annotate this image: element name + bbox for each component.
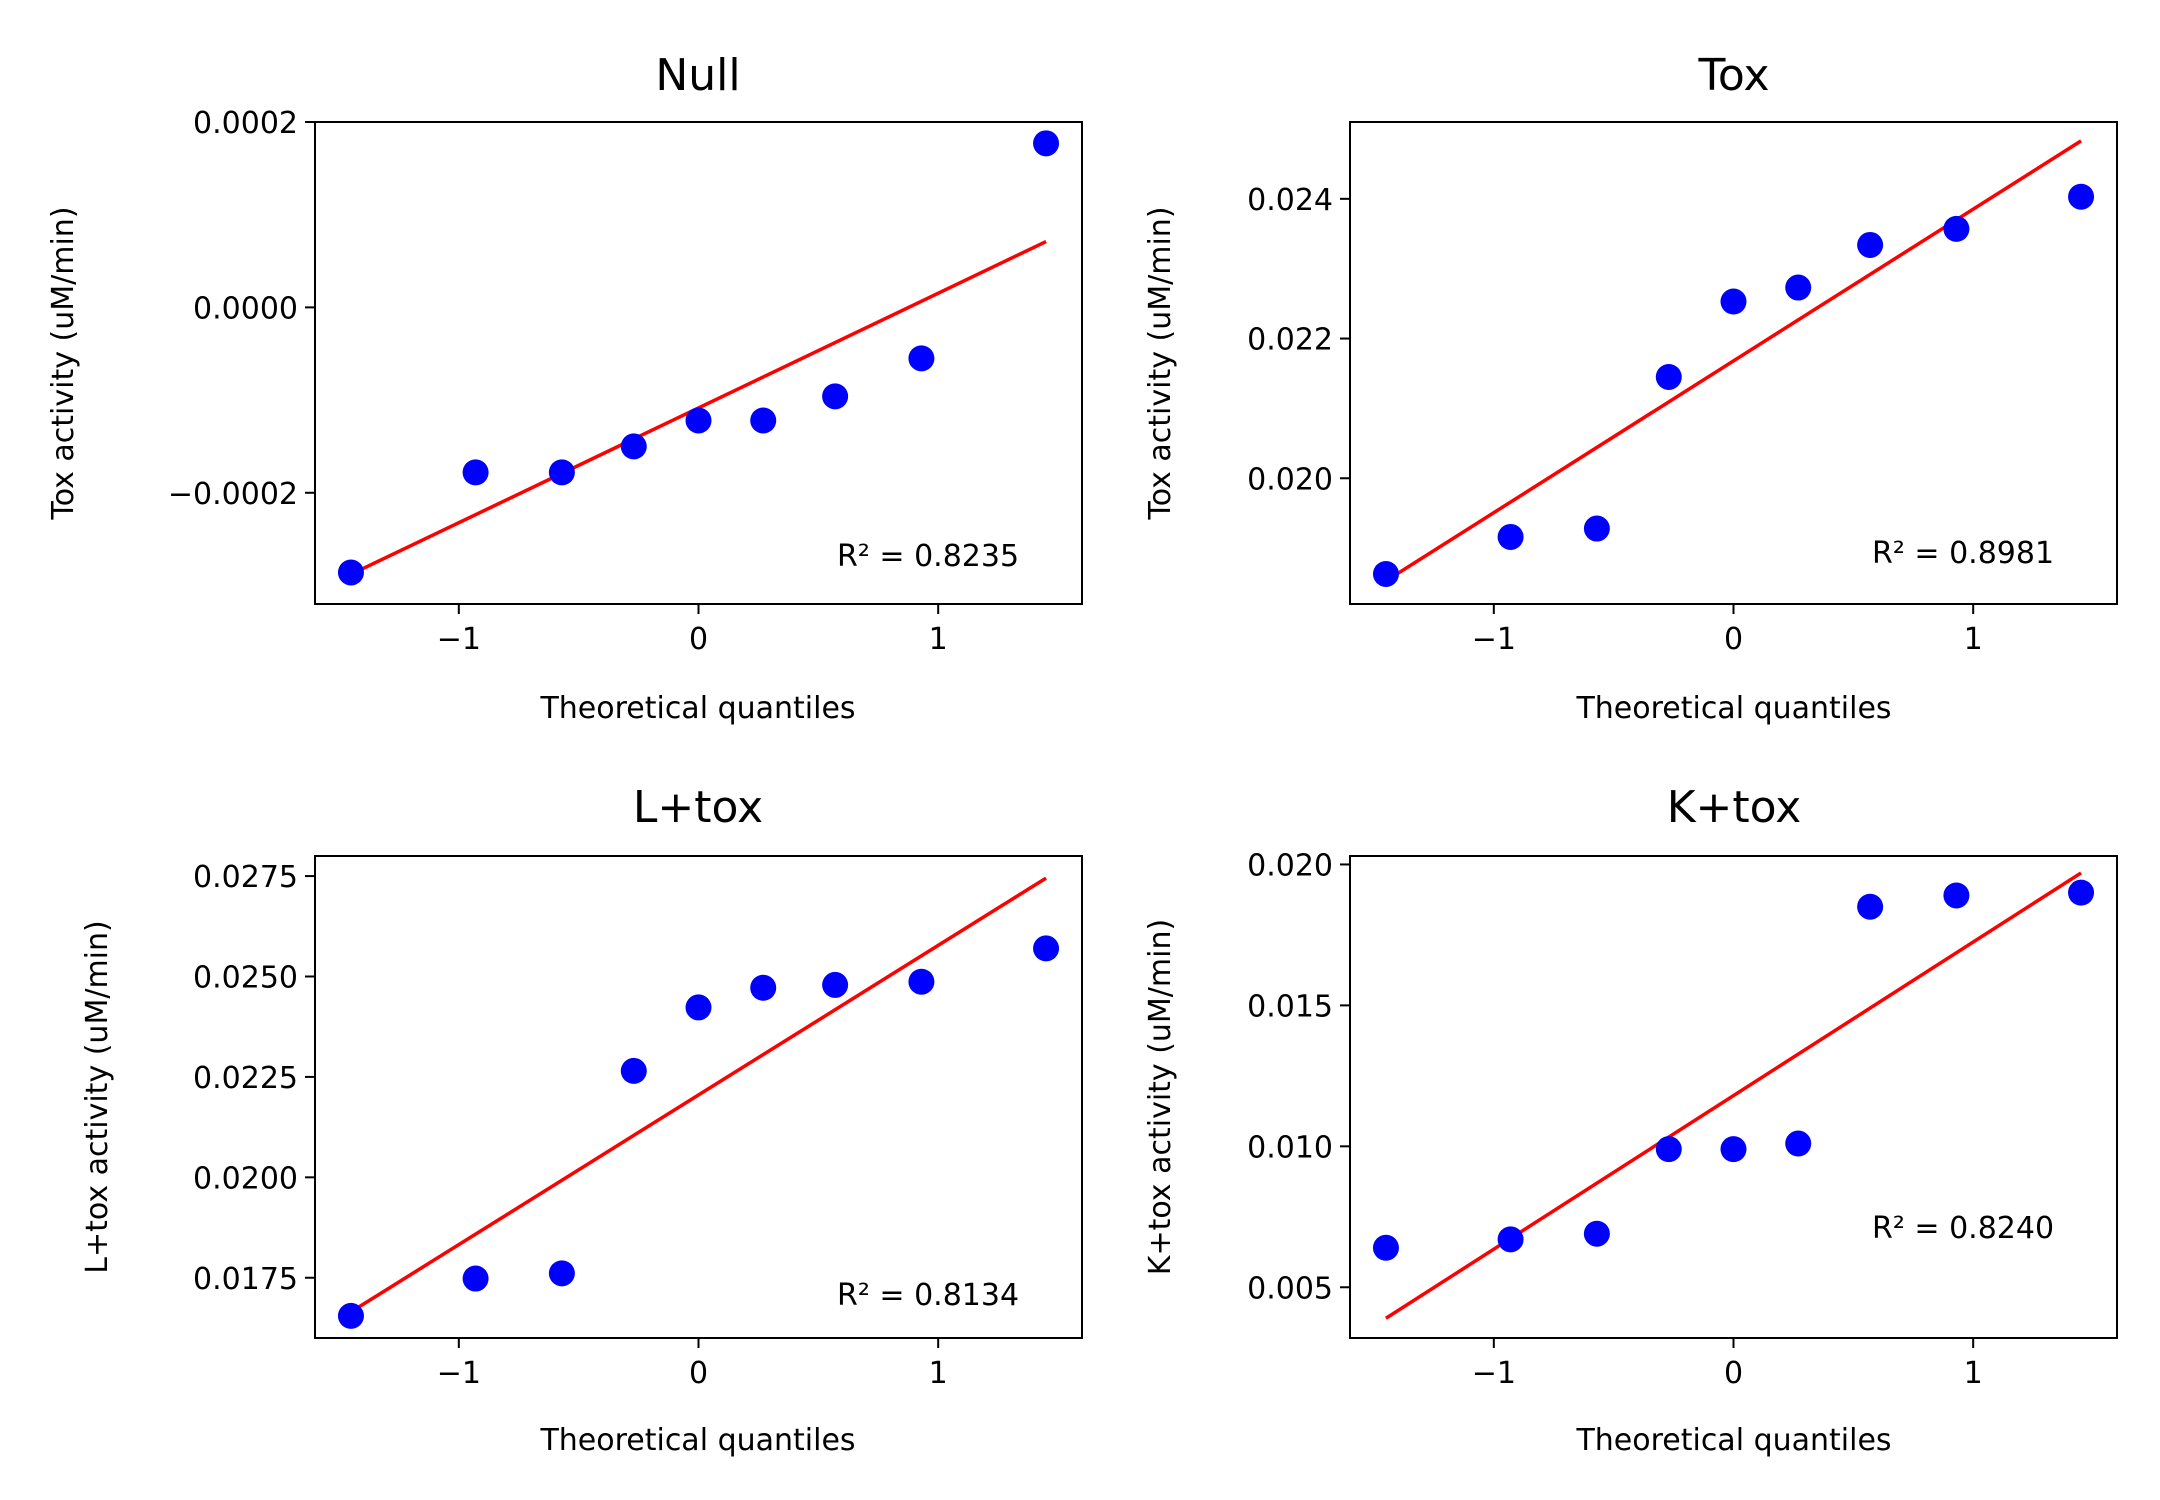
y-tick-label: 0.0000 [193, 291, 298, 326]
x-tick-label: 0 [689, 622, 708, 657]
data-point [2068, 183, 2095, 210]
data-point [1033, 935, 1060, 962]
data-point [822, 971, 849, 998]
data-point [1655, 363, 1682, 390]
y-tick-label: 0.024 [1247, 183, 1333, 218]
y-tick-label: 0.020 [1247, 848, 1333, 883]
y-tick-label: 0.010 [1247, 1130, 1333, 1165]
y-tick-label: −0.0002 [168, 477, 298, 512]
data-point [750, 407, 777, 434]
y-tick-label: 0.0275 [193, 860, 298, 895]
fit-line [1385, 139, 2082, 583]
x-axis-label: Theoretical quantiles [539, 1423, 855, 1458]
x-tick-label: 1 [929, 1356, 948, 1391]
data-point [2068, 879, 2095, 906]
panel-tox: Tox Theoretical quantiles Tox activity (… [1143, 50, 2118, 726]
y-tick-label: 0.0250 [193, 961, 298, 996]
data-point [908, 968, 935, 995]
x-axis-label: Theoretical quantiles [1575, 691, 1891, 726]
panel-title: Tox [1697, 50, 1769, 101]
data-point [750, 974, 777, 1001]
data-point [1857, 231, 1884, 258]
data-point [1583, 515, 1610, 542]
y-axis-label: Tox activity (uM/min) [46, 206, 81, 520]
x-tick-label: 1 [929, 622, 948, 657]
data-point [337, 559, 364, 586]
x-tick-label: −1 [1472, 1356, 1516, 1391]
fit-line [350, 876, 1047, 1314]
x-axis-label: Theoretical quantiles [1575, 1423, 1891, 1458]
y-tick-label: 0.0225 [193, 1061, 298, 1096]
panel-null: Null Theoretical quantiles Tox activity … [46, 50, 1083, 726]
r-squared-label: R² = 0.8134 [837, 1278, 1019, 1313]
x-tick-label: −1 [1472, 622, 1516, 657]
data-point [620, 433, 647, 460]
x-tick-label: 1 [1964, 622, 1983, 657]
y-axis-label: K+tox activity (uM/min) [1143, 919, 1178, 1275]
data-point [1720, 288, 1747, 315]
x-tick-label: −1 [437, 1356, 481, 1391]
data-point [685, 994, 712, 1021]
data-point [548, 1260, 575, 1287]
data-point [337, 1302, 364, 1329]
y-tick-label: 0.0002 [193, 106, 298, 141]
data-point [1372, 560, 1399, 587]
r-squared-label: R² = 0.8235 [837, 539, 1019, 574]
x-tick-label: 0 [1724, 622, 1743, 657]
y-axis-label: L+tox activity (uM/min) [80, 920, 115, 1273]
data-point [1033, 130, 1060, 157]
data-point [822, 383, 849, 410]
data-point [1720, 1136, 1747, 1163]
data-point [1857, 893, 1884, 920]
data-point [908, 345, 935, 372]
data-point [620, 1057, 647, 1084]
y-tick-label: 0.0200 [193, 1161, 298, 1196]
panel-k-tox: K+tox Theoretical quantiles K+tox activi… [1143, 782, 2118, 1458]
y-tick-label: 0.015 [1247, 989, 1333, 1024]
x-tick-label: 1 [1964, 1356, 1983, 1391]
panel-title: L+tox [633, 782, 763, 833]
x-tick-label: 0 [1724, 1356, 1743, 1391]
y-axis-label: Tox activity (uM/min) [1143, 206, 1178, 520]
data-point [462, 1265, 489, 1292]
panel-title: Null [655, 50, 740, 101]
fit-line [1385, 871, 2082, 1320]
x-tick-label: 0 [689, 1356, 708, 1391]
x-axis-label: Theoretical quantiles [539, 691, 855, 726]
y-tick-label: 0.022 [1247, 323, 1333, 358]
plot-frame [314, 121, 1083, 605]
y-tick-label: 0.005 [1247, 1271, 1333, 1306]
panel-l-tox: L+tox Theoretical quantiles L+tox activi… [80, 782, 1083, 1458]
data-point [1497, 1226, 1524, 1253]
data-point [1655, 1136, 1682, 1163]
data-point [685, 407, 712, 434]
data-point [462, 459, 489, 486]
data-point [548, 459, 575, 486]
x-tick-label: −1 [437, 622, 481, 657]
y-tick-label: 0.020 [1247, 462, 1333, 497]
r-squared-label: R² = 0.8240 [1872, 1211, 2054, 1246]
data-point [1785, 274, 1812, 301]
r-squared-label: R² = 0.8981 [1872, 536, 2054, 571]
data-point [1785, 1130, 1812, 1157]
data-point [1583, 1220, 1610, 1247]
data-point [1943, 882, 1970, 909]
y-tick-label: 0.0175 [193, 1262, 298, 1297]
panel-title: K+tox [1667, 782, 1802, 833]
data-point [1497, 523, 1524, 550]
data-point [1943, 215, 1970, 242]
data-point [1372, 1234, 1399, 1261]
